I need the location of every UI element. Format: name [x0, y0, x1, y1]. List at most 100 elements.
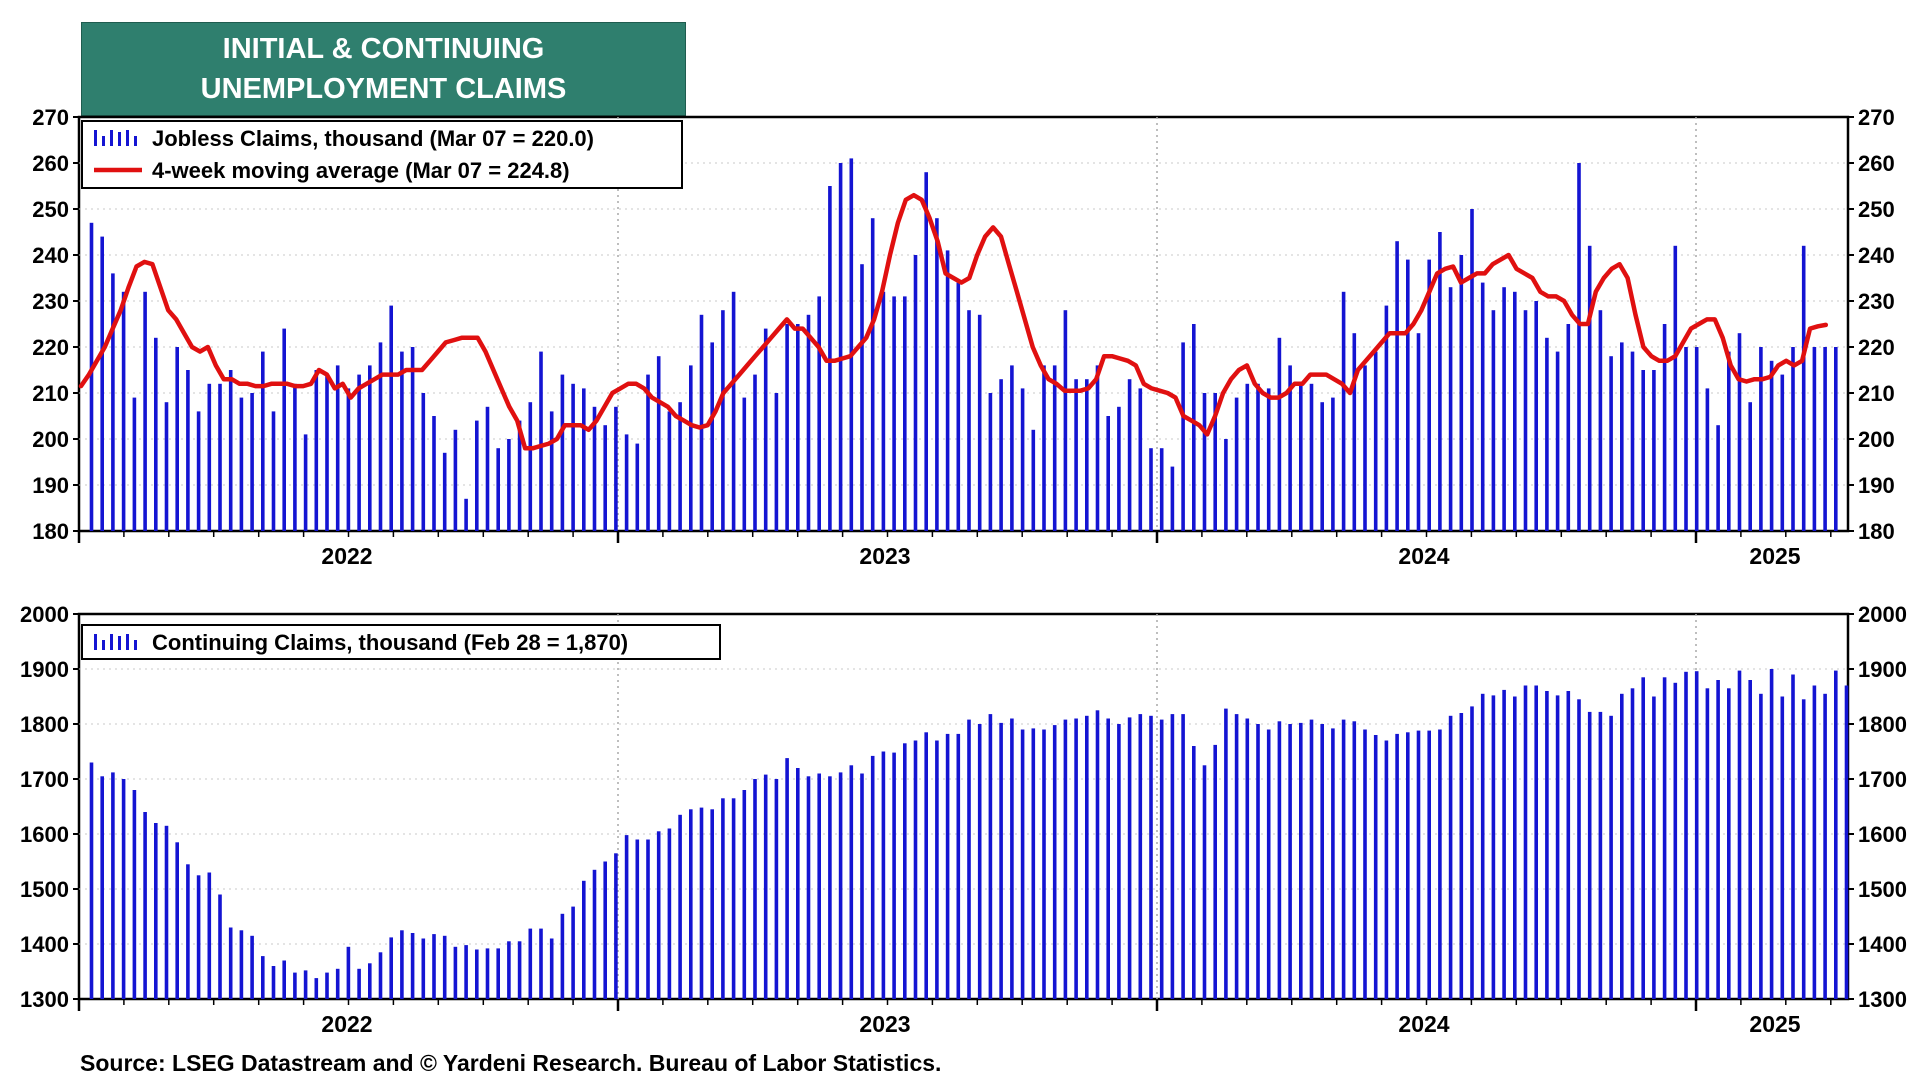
y-tick-label-right: 1400 — [1858, 932, 1907, 957]
bar-mark — [721, 310, 725, 531]
bar-mark — [924, 172, 928, 531]
y-tick-label-left: 260 — [32, 151, 69, 176]
bar-mark — [1587, 245, 1592, 532]
bar-mark — [1620, 342, 1624, 531]
bar-mark — [689, 809, 693, 1000]
bar-mark — [1052, 365, 1057, 531]
bar-mark — [1759, 347, 1763, 531]
bar-mark — [1341, 291, 1346, 531]
legend-bar-swatch — [110, 634, 113, 650]
bar-mark — [1395, 733, 1399, 999]
bar-mark — [635, 443, 640, 531]
bar-mark — [860, 773, 864, 999]
bar-mark — [785, 324, 789, 531]
bar-mark — [1652, 696, 1656, 999]
y-tick-label-left: 180 — [32, 519, 69, 544]
bar-mark — [1566, 324, 1571, 531]
bar-mark — [903, 743, 907, 1000]
bar-mark — [517, 941, 522, 1000]
bar-mark — [1277, 721, 1282, 1000]
bar-mark — [143, 812, 147, 999]
bar-mark — [1256, 383, 1260, 531]
y-tick-label-right: 250 — [1858, 197, 1895, 222]
bar-mark — [1470, 706, 1474, 999]
bar-mark — [1085, 379, 1089, 531]
y-tick-label-right: 270 — [1858, 105, 1895, 130]
bar-mark — [1192, 746, 1196, 999]
x-tick-label: 2023 — [859, 1011, 910, 1037]
bar-mark — [1694, 347, 1699, 531]
bar-mark — [1523, 685, 1528, 999]
bar-mark — [624, 835, 629, 999]
bar-mark — [1545, 337, 1549, 531]
y-tick-label-left: 2000 — [20, 602, 69, 627]
bar-mark — [774, 393, 779, 531]
bar-mark — [325, 972, 329, 999]
bar-mark — [432, 934, 436, 999]
bar-mark — [357, 968, 361, 1000]
bar-mark — [988, 393, 993, 531]
bar-mark — [1020, 729, 1025, 999]
bar-mark — [132, 397, 137, 531]
y-tick-label-left: 1600 — [20, 822, 69, 847]
bar-mark — [1031, 429, 1036, 531]
chart-title-line-2: UNEMPLOYMENT CLAIMS — [200, 73, 567, 105]
bar-mark — [143, 291, 147, 531]
bar-mark — [1224, 708, 1228, 999]
bar-mark — [999, 722, 1003, 999]
bar-mark — [1202, 765, 1207, 1000]
bar-mark — [1010, 718, 1014, 999]
y-tick-label-right: 190 — [1858, 473, 1895, 498]
bar-mark — [1513, 291, 1517, 531]
bar-mark — [678, 814, 682, 1000]
bar-mark — [1759, 693, 1763, 1000]
bar-mark — [325, 374, 329, 531]
legend-bar-swatch — [94, 130, 97, 146]
bar-mark — [1694, 671, 1699, 999]
bar-mark — [1448, 287, 1453, 531]
bar-mark — [346, 946, 351, 1000]
bar-mark — [1245, 718, 1250, 999]
bar-mark — [164, 402, 169, 531]
bar-mark — [710, 809, 714, 1000]
bar-mark — [453, 429, 458, 531]
x-tick-label: 2022 — [321, 1011, 372, 1037]
bar-mark — [303, 970, 308, 999]
bar-mark — [507, 439, 511, 531]
bar-mark — [261, 351, 265, 531]
bar-mark — [582, 880, 586, 1000]
bar-mark — [175, 347, 179, 531]
bar-mark — [1181, 342, 1185, 531]
bar-mark — [1384, 305, 1389, 531]
bar-mark — [860, 264, 864, 531]
bar-mark — [1416, 730, 1421, 999]
bar-mark — [1673, 682, 1678, 1000]
bar-mark — [1641, 370, 1645, 531]
bar-mark — [1138, 714, 1143, 999]
bar-mark — [549, 938, 554, 999]
bar-mark — [1288, 365, 1292, 531]
bar-mark — [335, 968, 340, 1000]
y-tick-label-left: 230 — [32, 289, 69, 314]
bar-mark — [731, 291, 736, 531]
x-tick-label: 2025 — [1749, 543, 1800, 569]
bar-mark — [817, 296, 821, 531]
bar-mark — [753, 779, 757, 999]
bar-mark — [186, 864, 190, 1000]
bar-mark — [1266, 729, 1271, 999]
bar-mark — [314, 978, 319, 999]
bar-mark — [207, 872, 212, 999]
bar-mark — [1587, 711, 1592, 999]
bar-mark — [1288, 724, 1292, 999]
bar-mark — [753, 374, 757, 531]
bar-mark — [1705, 388, 1710, 531]
y-tick-label-left: 1700 — [20, 767, 69, 792]
y-tick-label-right: 1800 — [1858, 712, 1907, 737]
bar-mark — [582, 388, 586, 531]
bar-mark — [1577, 699, 1581, 1000]
bar-mark — [1170, 714, 1175, 999]
bar-mark — [1480, 693, 1485, 1000]
bar-mark — [539, 351, 543, 531]
y-tick-label-right: 260 — [1858, 151, 1895, 176]
bar-mark — [1801, 245, 1806, 532]
